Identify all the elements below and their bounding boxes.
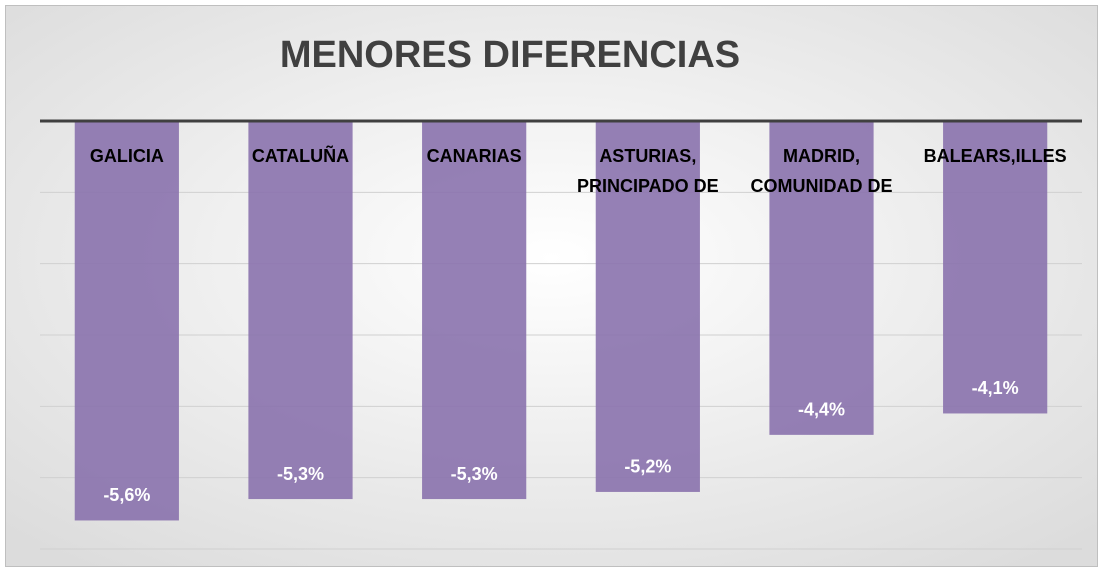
x-tick-label: ASTURIAS, PRINCIPADO DE <box>576 146 719 196</box>
data-label: -4,4% <box>798 400 845 420</box>
data-label: -5,3% <box>451 464 498 484</box>
data-label: -4,1% <box>972 378 1019 398</box>
chart-title: MENORES DIFERENCIAS <box>280 34 740 76</box>
data-label: -5,2% <box>624 457 671 477</box>
data-label: -5,6% <box>103 485 150 505</box>
data-label: -5,3% <box>277 464 324 484</box>
x-tick-label: BALEARS,ILLES <box>923 146 1067 166</box>
bar <box>595 121 700 492</box>
x-tick-label: CANARIAS <box>426 146 522 166</box>
bar <box>74 121 179 521</box>
x-tick-label: CATALUÑA <box>251 146 350 166</box>
x-tick-label: GALICIA <box>89 146 164 166</box>
bar <box>769 121 874 435</box>
x-tick-label: MADRID, COMUNIDAD DE <box>750 146 893 196</box>
chart-background <box>5 5 1098 567</box>
bar <box>248 121 353 500</box>
bar <box>422 121 527 500</box>
bar <box>943 121 1048 414</box>
